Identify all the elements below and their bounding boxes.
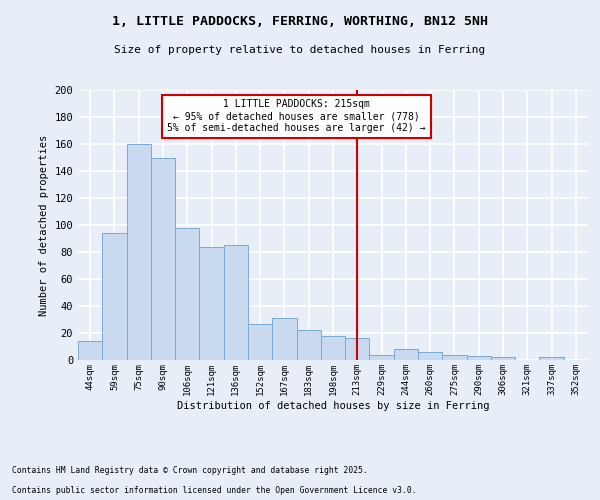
Bar xyxy=(370,354,394,360)
Bar xyxy=(224,245,248,360)
Text: Contains public sector information licensed under the Open Government Licence v3: Contains public sector information licen… xyxy=(12,486,416,495)
Bar xyxy=(127,144,151,360)
Bar xyxy=(151,158,175,360)
Bar xyxy=(442,354,467,360)
Text: 1 LITTLE PADDOCKS: 215sqm
← 95% of detached houses are smaller (778)
5% of semi-: 1 LITTLE PADDOCKS: 215sqm ← 95% of detac… xyxy=(167,100,426,132)
Bar xyxy=(467,356,491,360)
Bar xyxy=(539,358,564,360)
X-axis label: Distribution of detached houses by size in Ferring: Distribution of detached houses by size … xyxy=(177,400,489,410)
Y-axis label: Number of detached properties: Number of detached properties xyxy=(39,134,49,316)
Bar xyxy=(321,336,345,360)
Text: 1, LITTLE PADDOCKS, FERRING, WORTHING, BN12 5NH: 1, LITTLE PADDOCKS, FERRING, WORTHING, B… xyxy=(112,15,488,28)
Bar xyxy=(199,246,224,360)
Text: Contains HM Land Registry data © Crown copyright and database right 2025.: Contains HM Land Registry data © Crown c… xyxy=(12,466,368,475)
Bar xyxy=(418,352,442,360)
Bar xyxy=(175,228,199,360)
Bar xyxy=(394,349,418,360)
Bar xyxy=(78,341,102,360)
Bar xyxy=(272,318,296,360)
Bar xyxy=(248,324,272,360)
Bar xyxy=(491,358,515,360)
Bar xyxy=(102,233,127,360)
Text: Size of property relative to detached houses in Ferring: Size of property relative to detached ho… xyxy=(115,45,485,55)
Bar xyxy=(345,338,370,360)
Bar xyxy=(296,330,321,360)
